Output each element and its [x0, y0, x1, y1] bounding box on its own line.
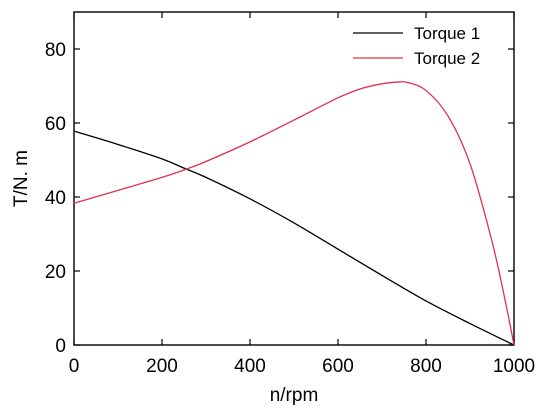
- series-layer: [73, 81, 515, 346]
- x-tick-label: 400: [234, 356, 266, 377]
- x-tick-label: 200: [146, 356, 178, 377]
- x-tick-label: 600: [322, 356, 354, 377]
- y-tick-label: 0: [55, 336, 66, 357]
- series-line-2: [73, 81, 515, 346]
- x-tick-label: 0: [69, 356, 80, 377]
- legend: Torque 1 Torque 2: [353, 24, 480, 68]
- legend-label-2: Torque 2: [414, 49, 480, 68]
- series-line-1: [73, 130, 515, 346]
- y-axis-label: T/N. m: [11, 150, 32, 207]
- y-tick-label: 40: [45, 188, 66, 209]
- x-axis-ticks: 0 200 400 600 800 1000: [69, 12, 535, 377]
- y-tick-label: 20: [45, 262, 66, 283]
- y-tick-label: 80: [45, 40, 66, 61]
- x-tick-label: 800: [410, 356, 442, 377]
- plot-area: [73, 11, 515, 346]
- y-tick-label: 60: [45, 114, 66, 135]
- x-tick-label: 1000: [493, 356, 535, 377]
- x-axis-label: n/rpm: [270, 385, 319, 406]
- plot-frame: [73, 11, 515, 346]
- y-axis-ticks: 0 20 40 60 80: [45, 40, 514, 357]
- legend-label-1: Torque 1: [414, 24, 480, 43]
